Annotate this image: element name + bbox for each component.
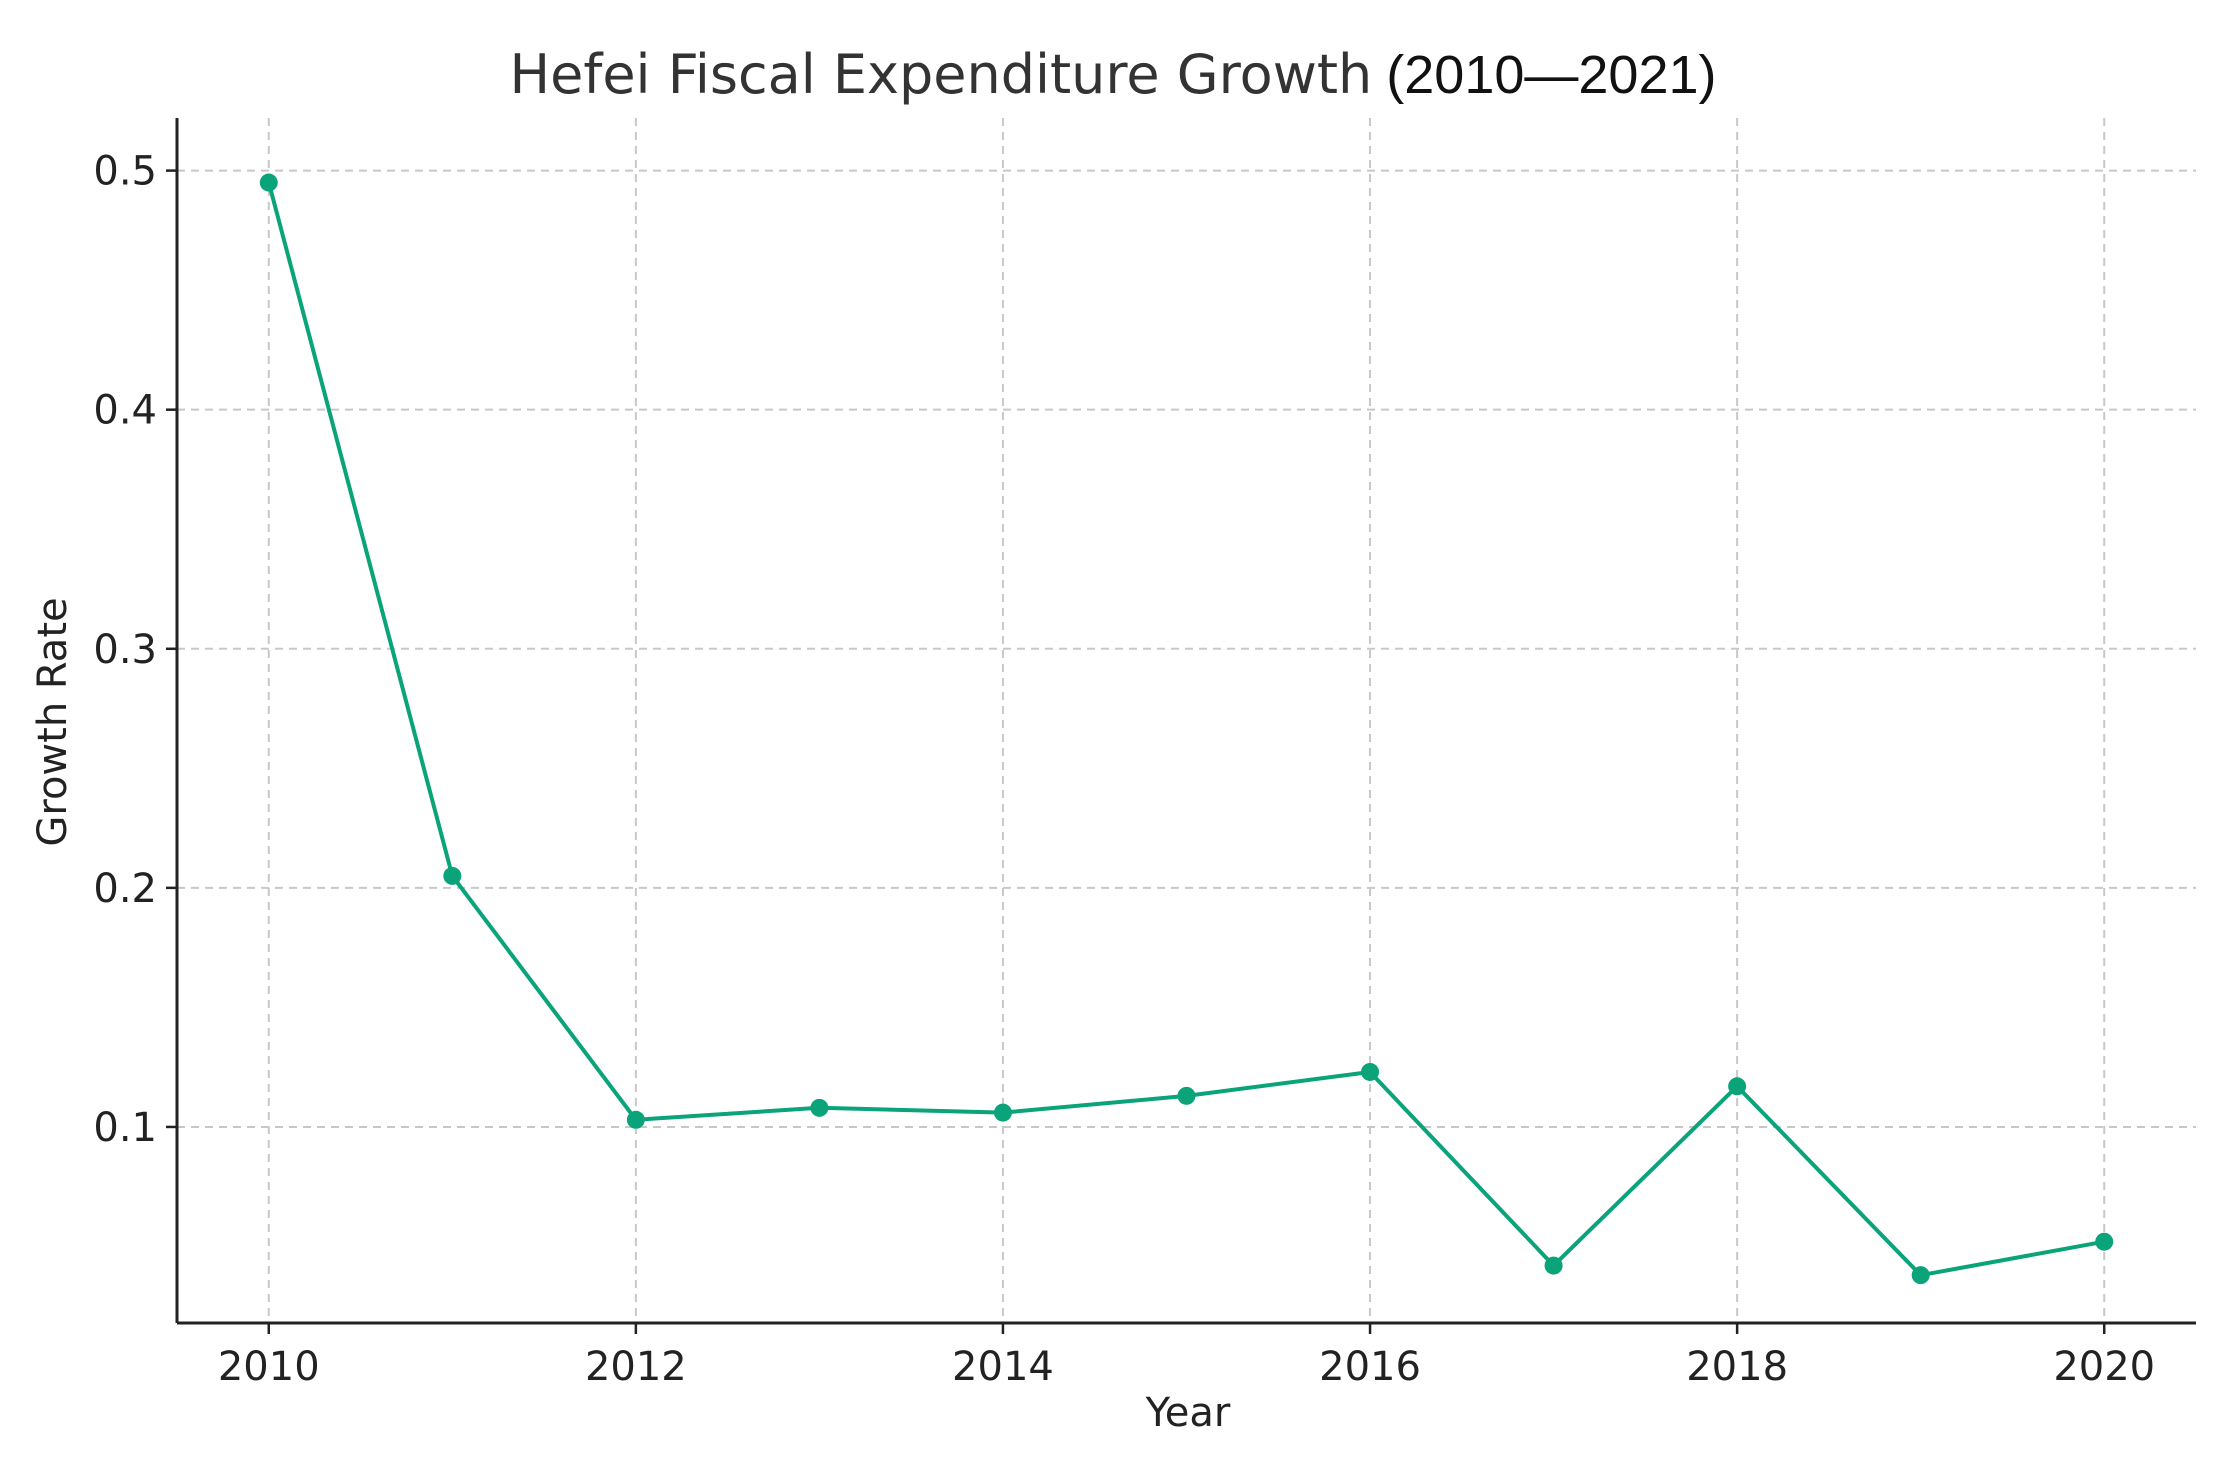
data-point-2019 [1911,1266,1930,1285]
data-point-2016 [1361,1062,1380,1081]
y-tick-label-0.2: 0.2 [93,866,157,912]
chart-title-years: (2010—2021) [1386,45,1716,105]
y-tick-label-0.3: 0.3 [93,627,157,673]
data-point-2018 [1728,1077,1747,1096]
x-tick-label-2010: 2010 [218,1344,320,1390]
x-tick-label-2014: 2014 [952,1344,1054,1390]
data-point-2014 [993,1103,1012,1122]
chart-title-main: Hefei Fiscal Expenditure Growth [509,43,1372,106]
x-tick-label-2018: 2018 [1686,1344,1788,1390]
data-point-2015 [1177,1086,1196,1105]
ticks: 2010 2012 2014 2016 2018 2020 0.1 0.2 0.3 0.4 0.5 [93,149,2155,1390]
data-point-2017 [1544,1256,1563,1275]
y-tick-label-0.4: 0.4 [93,388,157,434]
data-point-2011 [443,866,462,885]
y-axis-title: Growth Rate [30,597,76,846]
y-tick-label-0.5: 0.5 [93,149,157,195]
data-point-2020 [2095,1232,2114,1251]
x-tick-label-2020: 2020 [2053,1344,2155,1390]
x-tick-label-2016: 2016 [1319,1344,1421,1390]
x-tick-label-2012: 2012 [585,1344,687,1390]
axes [175,118,2196,1325]
x-axis-title: Year [1145,1390,1231,1436]
y-tick-label-0.1: 0.1 [93,1105,157,1151]
data-point-2010 [259,173,278,192]
series-line-0 [266,182,2105,1278]
series [259,173,2114,1285]
chart-title: Hefei Fiscal Expenditure Growth (2010—202… [509,43,1716,106]
grid [177,118,2196,1323]
data-point-2013 [810,1098,829,1117]
data-point-2012 [626,1110,645,1129]
